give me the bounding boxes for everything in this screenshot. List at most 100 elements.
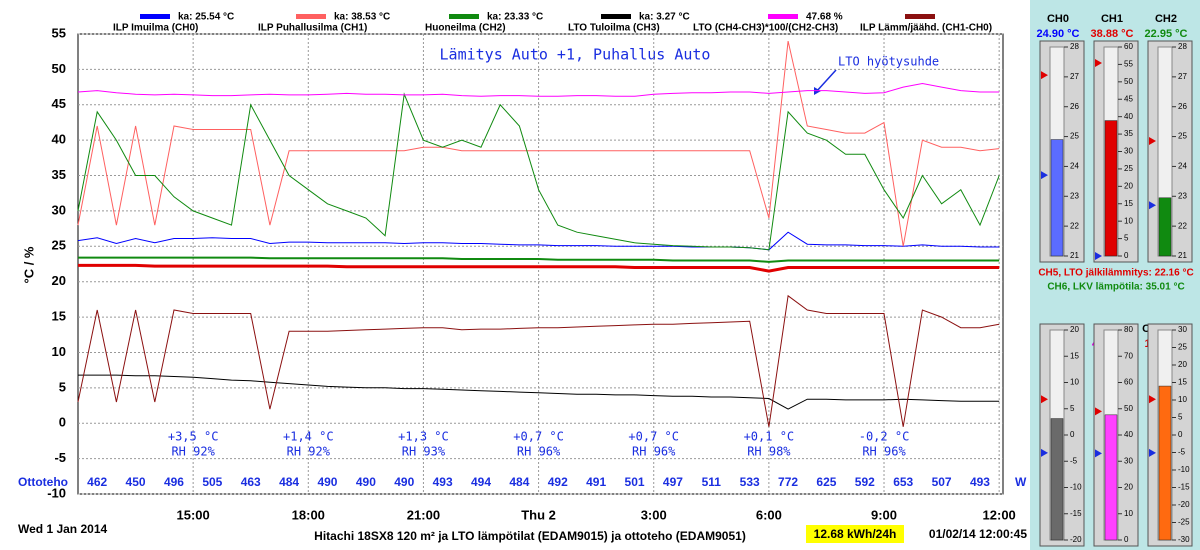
- gauge-value: 22.95 °C: [1145, 28, 1188, 40]
- outdoor-rh: RH 96%: [517, 445, 561, 459]
- min-marker: [1149, 201, 1156, 210]
- max-marker: [1095, 407, 1102, 416]
- legend-name: ILP Lämm/jäähd. (CH1-CH0): [860, 23, 992, 34]
- max-marker: [1095, 59, 1102, 68]
- y-tick-label: 5: [59, 379, 66, 394]
- gauge-tick-label: 15: [1070, 351, 1079, 360]
- legend-swatch: [905, 14, 935, 19]
- legend-swatch: [140, 14, 170, 19]
- x-tick-label: 3:00: [641, 507, 667, 522]
- series-line: [77, 231, 1000, 251]
- legend-value: 47.68 %: [806, 12, 843, 23]
- gauge-value: 24.90 °C: [1037, 28, 1080, 40]
- series-line: [77, 92, 1000, 251]
- gauge-tick-label: 15: [1178, 378, 1187, 387]
- gauge-tick-label: 24: [1070, 162, 1079, 171]
- min-marker: [1095, 449, 1102, 458]
- gauge-tick-label: -25: [1178, 518, 1190, 527]
- outdoor-temp: +1,4 °C: [283, 430, 334, 444]
- outdoor-rh: RH 98%: [747, 445, 791, 459]
- gauge-tick-label: 35: [1124, 129, 1133, 138]
- x-tick-label: 6:00: [756, 507, 782, 522]
- plot-frame: [77, 33, 1004, 495]
- timestamp: 01/02/14 12:00:45: [929, 527, 1027, 541]
- outdoor-rh: RH 92%: [287, 445, 331, 459]
- gauge-fill: [1158, 385, 1172, 541]
- gauge-tick-label: -20: [1178, 500, 1190, 509]
- legend-value: ka: 25.54 °C: [178, 12, 234, 23]
- gauge-tick-label: 20: [1178, 360, 1187, 369]
- y-tick-label: -10: [47, 485, 66, 500]
- gauge-tick-label: 10: [1124, 216, 1133, 225]
- y-tick-label: 15: [52, 309, 66, 324]
- outdoor-temp: -0,2 °C: [859, 430, 910, 444]
- gauge-tick-label: -5: [1178, 448, 1186, 457]
- power-value: 772: [778, 475, 798, 489]
- gauge-tick-label: -10: [1070, 483, 1082, 492]
- gauge-tick-label: 26: [1178, 102, 1187, 111]
- gauge-tick-label: 28: [1178, 42, 1187, 51]
- power-value: 492: [548, 475, 568, 489]
- gauge-tick-label: -5: [1070, 456, 1078, 465]
- power-value: 592: [855, 475, 875, 489]
- gauge-tick-label: 20: [1124, 483, 1133, 492]
- gauge-fill: [1104, 414, 1118, 541]
- outdoor-rh: RH 96%: [632, 445, 676, 459]
- series-line: [78, 256, 1000, 263]
- gauge-tick-label: 21: [1178, 251, 1187, 260]
- gauge-tick-label: 23: [1070, 191, 1079, 200]
- max-marker: [1041, 71, 1048, 80]
- x-tick-label: 18:00: [292, 507, 325, 522]
- max-marker: [1149, 137, 1156, 146]
- y-tick-label: -5: [54, 450, 66, 465]
- x-tick-label: 12:00: [983, 507, 1016, 522]
- gauge-tick-label: 40: [1124, 112, 1133, 121]
- power-unit: W: [1015, 475, 1027, 489]
- y-tick-label: 55: [52, 25, 66, 40]
- gauge-tick-label: 5: [1070, 404, 1075, 413]
- power-value: 494: [471, 475, 491, 489]
- y-tick-label: 0: [59, 415, 66, 430]
- footer-title: Hitachi 18SX8 120 m² ja LTO lämpötilat (…: [314, 529, 746, 543]
- max-marker: [1041, 395, 1048, 404]
- max-marker: [1149, 395, 1156, 404]
- gauge-tick-label: 50: [1124, 404, 1133, 413]
- power-value: 501: [625, 475, 645, 489]
- status-line: CH6, LKV lämpötila: 35.01 °C: [1047, 282, 1184, 293]
- annotation: Lämitys Auto +1, Puhallus Auto: [440, 46, 711, 64]
- series-line: [77, 82, 1000, 97]
- y-tick-label: 20: [52, 273, 66, 288]
- gauge-tick-label: 5: [1178, 413, 1183, 422]
- gauge-tick-label: 0: [1124, 535, 1129, 544]
- gauge-tick-label: 10: [1178, 395, 1187, 404]
- gauge-tick-label: 60: [1124, 42, 1133, 51]
- legend-name: ILP Imuilma (CH0): [113, 23, 198, 34]
- legend-swatch: [768, 14, 798, 19]
- power-value: 490: [394, 475, 414, 489]
- gauge-tick-label: 23: [1178, 191, 1187, 200]
- gauge-fill: [1104, 120, 1118, 257]
- legend-value: ka: 38.53 °C: [334, 12, 390, 23]
- power-value: 493: [433, 475, 453, 489]
- legend-name: LTO (CH4-CH3)*100/(CH2-CH3): [693, 23, 838, 34]
- legend-value: ka: 3.27 °C: [639, 12, 690, 23]
- outdoor-rh: RH 93%: [402, 445, 446, 459]
- gauge-title: CH2: [1155, 13, 1177, 25]
- gauge-tick-label: 40: [1124, 430, 1133, 439]
- gauge-tick-label: 27: [1178, 72, 1187, 81]
- gauge-tick-label: 25: [1070, 132, 1079, 141]
- gauge-tick-label: 25: [1124, 164, 1133, 173]
- x-tick-label: Thu 2: [521, 507, 556, 522]
- power-value: 484: [279, 475, 299, 489]
- min-marker: [1041, 171, 1048, 180]
- legend-name: LTO Tuloilma (CH3): [568, 23, 660, 34]
- power-value: 450: [126, 475, 146, 489]
- gauge-tick-label: 70: [1124, 351, 1133, 360]
- arrow-label: LTO hyötysuhde: [838, 55, 939, 69]
- legend-swatch: [296, 14, 326, 19]
- power-value: 496: [164, 475, 184, 489]
- energy-box: [806, 525, 904, 543]
- x-tick-label: 15:00: [177, 507, 210, 522]
- power-value: 463: [241, 475, 261, 489]
